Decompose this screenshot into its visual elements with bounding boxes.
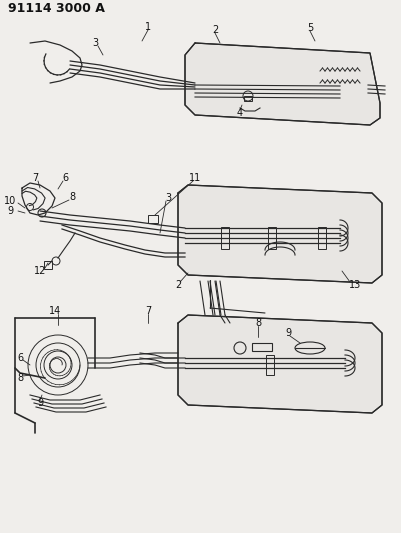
Polygon shape [178, 185, 382, 283]
Text: 4: 4 [237, 108, 243, 118]
Text: 6: 6 [17, 353, 23, 363]
Text: 91114 3000 A: 91114 3000 A [8, 3, 105, 15]
Text: 9: 9 [37, 398, 43, 408]
Bar [252, 343, 272, 351]
Text: 5: 5 [307, 23, 313, 33]
Text: 12: 12 [34, 266, 46, 276]
Bar [244, 96, 252, 101]
Polygon shape [185, 43, 380, 125]
Text: 7: 7 [145, 306, 151, 316]
Text: 7: 7 [32, 173, 38, 183]
Bar [148, 215, 158, 223]
Text: 3: 3 [165, 193, 171, 203]
Text: 11: 11 [189, 173, 201, 183]
Text: 8: 8 [69, 192, 75, 202]
Text: 8: 8 [17, 373, 23, 383]
Text: 2: 2 [175, 280, 181, 290]
Text: 9: 9 [7, 206, 13, 216]
Bar [221, 227, 229, 249]
Polygon shape [178, 315, 382, 413]
Text: 8: 8 [255, 318, 261, 328]
Text: 2: 2 [212, 25, 218, 35]
Bar [268, 227, 276, 249]
Text: 14: 14 [49, 306, 61, 316]
Text: 6: 6 [62, 173, 68, 183]
Bar [266, 355, 274, 375]
Text: 13: 13 [349, 280, 361, 290]
Text: 10: 10 [4, 196, 16, 206]
Text: 9: 9 [285, 328, 291, 338]
Text: 3: 3 [92, 38, 98, 48]
Bar [318, 227, 326, 249]
Bar [44, 261, 52, 269]
Text: 1: 1 [145, 22, 151, 32]
